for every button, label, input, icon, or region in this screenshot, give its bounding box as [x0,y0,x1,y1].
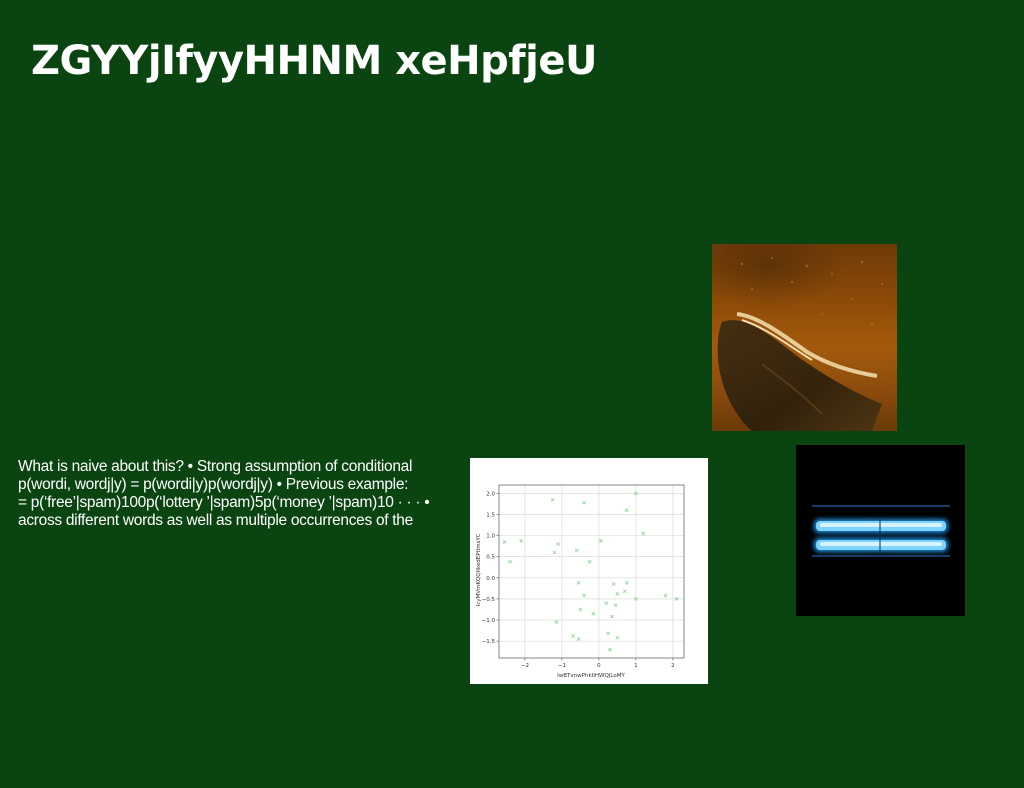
chart-scatter-point [552,550,557,555]
chart-scatter-point [574,548,579,553]
chart-scatter-point [606,631,611,636]
chart-y-tick-label: 1.0 [486,534,495,540]
chart-scatter-point [556,542,561,546]
chart-scatter-point [571,634,575,638]
chart-plot-frame [498,484,685,659]
body-line: across different words as well as multip… [18,512,413,529]
chart-scatter-point [604,601,609,606]
chart-scatter-point [634,491,638,496]
chart-y-tick-label: 0.0 [486,576,495,582]
chart-scatter-point [663,593,668,598]
chart-scatter-point [674,597,679,601]
chart-scatter-point [550,497,555,502]
chart-scatter-point [641,531,646,536]
chart-scatter-point [591,611,596,616]
chart-scatter-point [587,559,592,564]
scatter-plot-svg: IcyMVmKQQIIkedEPtImsYC IwBTvnwPhkIIHWQJL… [476,484,685,679]
chart-x-tick-label: −2 [521,663,529,669]
chart-scatter-point [502,540,507,544]
slide-body-text: What is naive about this? • Strong assum… [18,458,466,530]
chart-scatter-point [611,582,616,587]
chart-scatter-point [609,614,614,619]
chart-x-axis-label: IwBTvnwPhkIIHWQJLoMY [557,673,625,679]
chart-scatter-point [622,589,627,594]
chart-y-tick-label: 2.0 [486,491,495,497]
chart-y-tick-label: −1.5 [482,639,496,645]
chart-scatter-point [554,620,559,625]
slide-title: ZGYYjIfyyHHNM xeHpfjeU [31,38,597,84]
chart-scatter-point [634,597,638,601]
chart-scatter-point [598,538,603,543]
chart-scatter-point [519,538,524,543]
chart-scatter-point [615,591,620,596]
chart-x-tick-label: −1 [558,663,566,669]
chart-scatter-point [624,581,629,585]
chart-x-tick-label: 0 [597,663,601,669]
scatter-chart: IcyMVmKQQIIkedEPtImsYC IwBTvnwPhkIIHWQJL… [470,458,708,684]
chart-scatter-point [508,559,512,564]
chart-scatter-point [582,500,586,505]
chart-scatter-point [624,508,629,513]
body-line: p(wordi, wordj|y) = p(wordi|y)p(wordj|y)… [18,476,409,493]
whale-illustration [717,257,883,431]
neon-tube-illustration [812,505,950,557]
chart-y-tick-label: 0.5 [486,555,495,561]
whale-photo [712,244,897,431]
chart-scatter-point [615,635,620,640]
chart-scatter-point [578,607,583,612]
chart-scatter-point [576,637,581,641]
chart-scatter-point [582,593,586,598]
chart-scatter-point [613,603,618,608]
chart-x-tick-label: 1 [634,663,638,669]
chart-y-tick-label: −1.0 [482,618,496,624]
body-line: = p(‘free’|spam)100p(‘lottery ’|spam)5p(… [18,494,430,511]
chart-y-tick-label: 1.5 [486,513,495,519]
chart-y-tick-label: −0.5 [482,597,496,603]
body-line: What is naive about this? • Strong assum… [18,458,413,475]
chart-scatter-point [608,647,612,652]
chart-scatter-point [576,581,581,585]
chart-x-tick-label: 2 [671,663,675,669]
chart-y-axis-label: IcyMVmKQQIIkedEPtImsYC [476,533,482,606]
neon-lamp-photo [796,445,965,616]
